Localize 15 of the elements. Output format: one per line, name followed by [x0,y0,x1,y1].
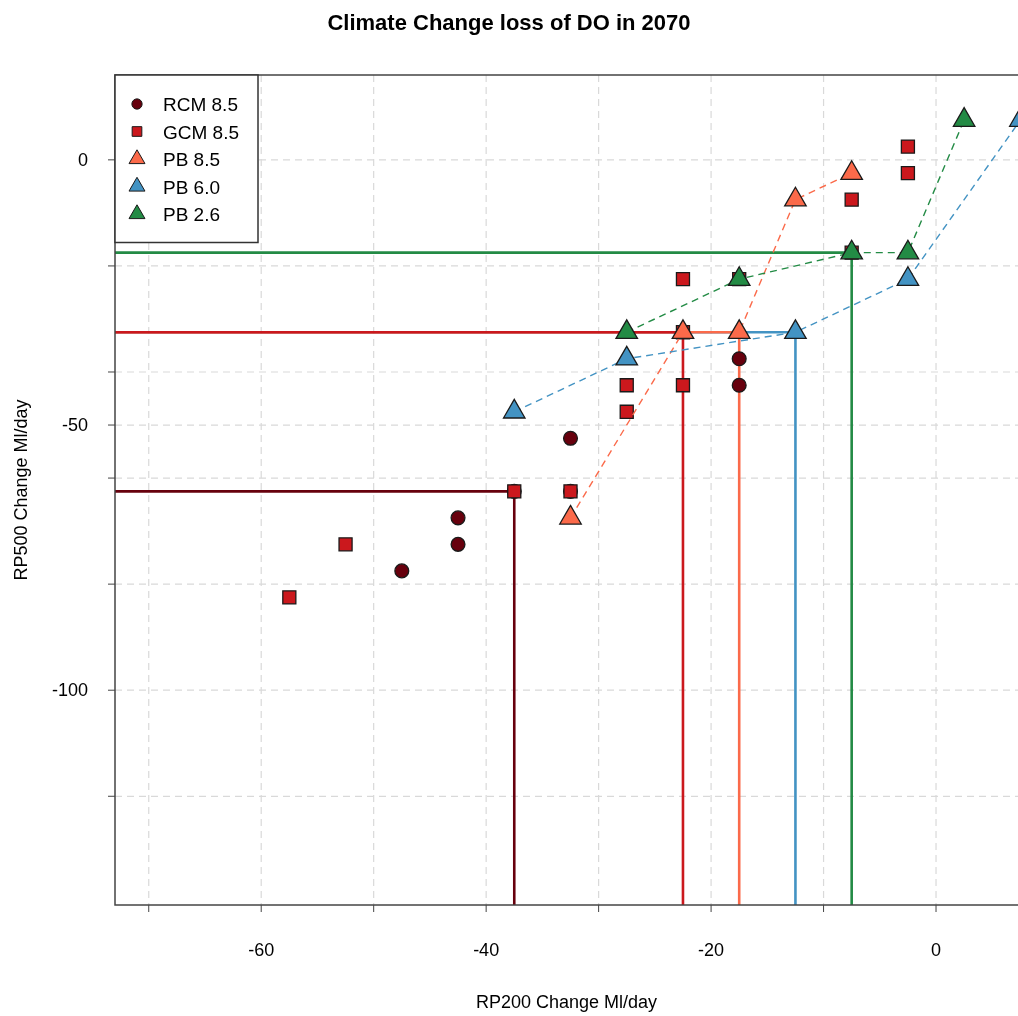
x-tick-label: -40 [473,940,500,960]
legend-label: GCM 8.5 [163,121,240,143]
y-axis-title: RP500 Change Ml/day [11,399,31,581]
x-tick-label: -60 [248,940,275,960]
legend-label: PB 6.0 [163,176,221,198]
y-tick-label: 0 [77,149,88,170]
legend-label: PB 8.5 [163,149,221,170]
x-tick-label: -20 [698,940,725,960]
x-axis-title: RP200 Change Ml/day [475,992,658,1012]
chart-title: Climate Change loss of DO in 2070 [327,10,691,35]
y-tick-label: -100 [51,680,88,701]
legend-label: PB 2.6 [163,204,221,225]
x-tick-label: 0 [931,940,942,960]
y-tick-label: -50 [61,415,88,436]
legend-label: RCM 8.5 [163,94,238,115]
